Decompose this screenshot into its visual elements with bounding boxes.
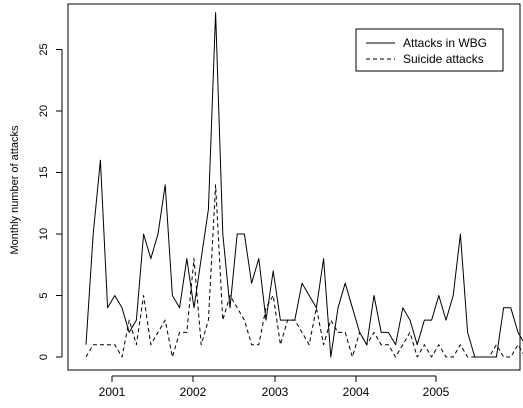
y-tick-label: 0 <box>38 354 50 360</box>
plot-frame <box>67 3 521 371</box>
legend-label-suicide-attacks: Suicide attacks <box>403 52 484 66</box>
y-tick-label: 20 <box>38 105 50 117</box>
y-axis: 0 5 10 15 20 25 <box>38 43 63 360</box>
y-tick-label: 10 <box>38 228 50 240</box>
series-line-suicide-attacks <box>85 184 523 358</box>
x-tick-label: 2004 <box>343 385 370 399</box>
legend-box <box>355 28 504 72</box>
y-tick-label: 15 <box>38 166 50 178</box>
legend: Attacks in WBG Suicide attacks <box>355 28 504 72</box>
y-tick-label: 5 <box>38 292 50 298</box>
x-tick-label: 2003 <box>262 385 289 399</box>
series-line-attacks-in-wbg <box>85 12 523 358</box>
legend-label-attacks-in-wbg: Attacks in WBG <box>403 36 487 50</box>
y-axis-label: Monthly number of attacks <box>9 125 21 255</box>
x-tick-label: 2005 <box>423 385 450 399</box>
series-layer <box>85 12 523 358</box>
x-tick-label: 2002 <box>180 385 207 399</box>
y-tick-label: 25 <box>38 43 50 55</box>
x-tick-label: 2001 <box>99 385 126 399</box>
x-axis: 2001 2002 2003 2004 2005 <box>99 375 450 399</box>
